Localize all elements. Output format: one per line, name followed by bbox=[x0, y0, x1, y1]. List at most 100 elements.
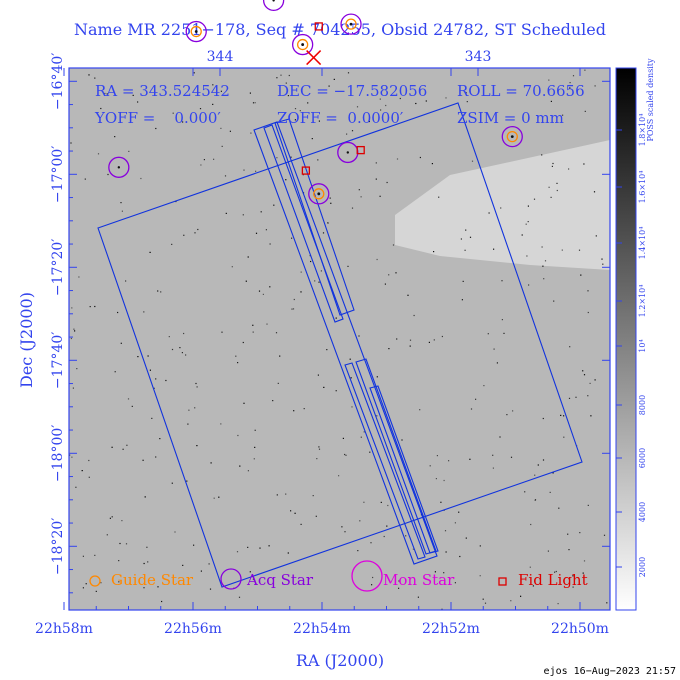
acq-star-circle bbox=[291, 33, 314, 56]
y-tick-label: −18°20′ bbox=[50, 518, 66, 576]
sky-speck bbox=[243, 402, 245, 404]
sky-speck bbox=[431, 163, 433, 165]
detector-footprint bbox=[97, 102, 583, 588]
sky-speck bbox=[454, 582, 456, 584]
sky-speck bbox=[120, 342, 122, 344]
sky-speck bbox=[323, 386, 325, 388]
sky-speck bbox=[293, 410, 295, 412]
sky-speck bbox=[121, 520, 123, 522]
sky-speck bbox=[520, 595, 522, 597]
sky-speck bbox=[119, 542, 121, 545]
sky-speck bbox=[466, 101, 468, 103]
sky-speck bbox=[316, 458, 318, 460]
sky-speck bbox=[376, 415, 378, 417]
sky-speck bbox=[584, 110, 586, 112]
sky-speck bbox=[165, 379, 167, 382]
info-zoff: ZOFF = 0.0000′ bbox=[277, 109, 404, 127]
colorbar-tick-label: 1.2×10⁴ bbox=[638, 285, 647, 318]
star-dot bbox=[117, 166, 121, 169]
sky-speck bbox=[311, 138, 313, 140]
sky-speck bbox=[396, 158, 399, 160]
sky-speck bbox=[195, 382, 197, 385]
sky-speck bbox=[419, 156, 421, 159]
sky-speck bbox=[318, 120, 320, 122]
sky-speck bbox=[461, 299, 463, 301]
sky-speck bbox=[569, 82, 571, 84]
sky-speck bbox=[249, 571, 251, 573]
sky-speck bbox=[440, 501, 442, 503]
sky-speck bbox=[73, 328, 75, 330]
star-dot bbox=[510, 135, 514, 139]
sky-speck bbox=[501, 319, 503, 321]
sky-speck bbox=[575, 396, 577, 398]
sky-speck bbox=[561, 249, 563, 251]
sky-speck bbox=[351, 207, 354, 209]
sky-speck bbox=[436, 455, 438, 457]
fid-light-marker bbox=[301, 166, 311, 175]
sky-speck bbox=[196, 386, 198, 388]
sky-speck bbox=[95, 590, 97, 592]
sky-speck bbox=[344, 531, 346, 533]
sky-speck bbox=[85, 583, 87, 585]
sky-speck bbox=[125, 280, 127, 282]
sky-speck bbox=[285, 493, 287, 495]
sky-speck bbox=[345, 454, 347, 456]
guide-star-circle bbox=[313, 188, 325, 200]
sky-speck bbox=[285, 179, 287, 181]
sky-speck bbox=[548, 79, 550, 81]
sky-speck bbox=[521, 234, 523, 236]
legend-guide-label: Guide Star bbox=[111, 571, 194, 589]
sky-speck bbox=[379, 98, 381, 100]
colorbar-tick-label: 8000 bbox=[638, 395, 647, 415]
sky-speck bbox=[183, 332, 185, 335]
sky-speck bbox=[155, 456, 157, 458]
sky-speck bbox=[401, 439, 403, 441]
y-axis-label: Dec (J2000) bbox=[17, 292, 36, 388]
sky-speck bbox=[287, 552, 289, 554]
sky-speck bbox=[487, 333, 489, 335]
sky-speck bbox=[277, 382, 279, 384]
sky-speck bbox=[220, 127, 222, 129]
sky-speck bbox=[460, 238, 462, 240]
sky-speck bbox=[254, 446, 256, 448]
sky-speck bbox=[462, 280, 464, 282]
legend-mon-symbol bbox=[351, 560, 383, 592]
sky-speck bbox=[82, 555, 84, 557]
sky-speck bbox=[143, 587, 145, 589]
acq-star-circle bbox=[108, 156, 130, 178]
sky-speck bbox=[161, 600, 163, 603]
fid-light-marker bbox=[356, 145, 365, 155]
x-tick-label: 22h54m bbox=[293, 621, 351, 637]
sky-speck bbox=[168, 336, 170, 338]
sky-speck bbox=[220, 90, 222, 92]
sky-speck bbox=[322, 232, 325, 234]
sky-speck bbox=[459, 555, 461, 558]
sky-speck bbox=[111, 446, 113, 448]
info-zsim: ZSIM = 0 mm bbox=[457, 109, 564, 127]
sky-speck bbox=[428, 341, 430, 343]
sky-speck bbox=[376, 376, 378, 378]
sky-speck bbox=[285, 82, 287, 84]
sky-speck bbox=[445, 97, 447, 99]
sky-speck bbox=[171, 348, 174, 351]
footer-stamp: ejos 16−Aug−2023 21:57 bbox=[544, 666, 676, 677]
sky-speck bbox=[117, 311, 119, 314]
sky-speck bbox=[601, 258, 603, 260]
sky-speck bbox=[409, 339, 412, 341]
sky-speck bbox=[488, 212, 490, 214]
sky-speck bbox=[584, 69, 586, 71]
legend-guide-symbol bbox=[89, 575, 101, 587]
sky-speck bbox=[549, 491, 551, 493]
sky-speck bbox=[396, 338, 398, 340]
sky-speck bbox=[464, 249, 466, 251]
sky-speck bbox=[182, 564, 184, 566]
sky-speck bbox=[479, 575, 481, 577]
sky-speck bbox=[312, 495, 314, 497]
sky-speck bbox=[327, 222, 329, 224]
sky-speck bbox=[583, 163, 585, 165]
sky-speck bbox=[465, 537, 467, 539]
sky-speck bbox=[155, 127, 157, 130]
detector-chip-outline bbox=[263, 124, 344, 323]
sky-speck bbox=[526, 255, 528, 257]
sky-speck bbox=[568, 397, 571, 399]
